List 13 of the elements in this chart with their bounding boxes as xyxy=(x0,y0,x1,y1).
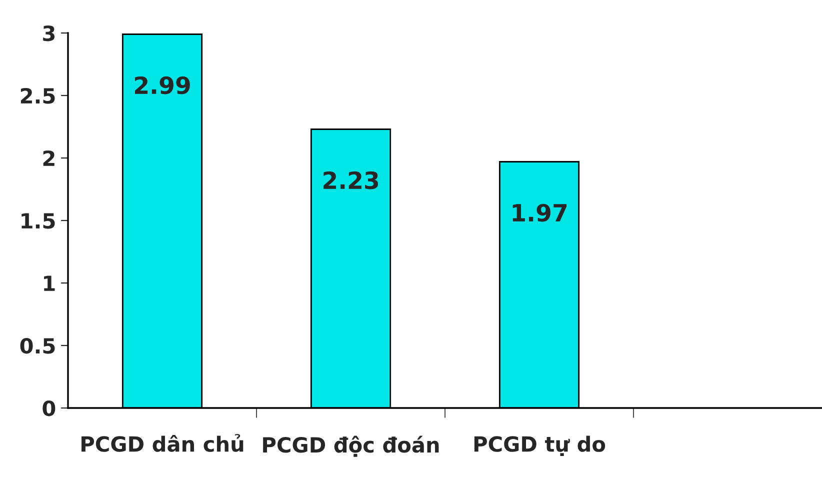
data-label: 2.23 xyxy=(323,171,378,190)
y-tick-label: 0.5 xyxy=(20,338,55,354)
data-label: 1.97 xyxy=(512,204,566,222)
y-tick-label: 0 xyxy=(42,400,56,416)
y-tick-label: 1 xyxy=(44,276,55,291)
data-label: 2.99 xyxy=(134,76,190,94)
x-tick-label: PCGD tự do xyxy=(474,436,606,456)
y-tick-label: 2 xyxy=(43,150,54,166)
x-tick-label: PCGD độc đoán xyxy=(263,436,439,457)
y-tick-label: 1.5 xyxy=(22,213,55,229)
y-tick-label: 3 xyxy=(43,25,55,42)
y-tick-label: 2.5 xyxy=(20,88,55,104)
x-tick-label: PCGD dân chủ xyxy=(82,434,244,452)
